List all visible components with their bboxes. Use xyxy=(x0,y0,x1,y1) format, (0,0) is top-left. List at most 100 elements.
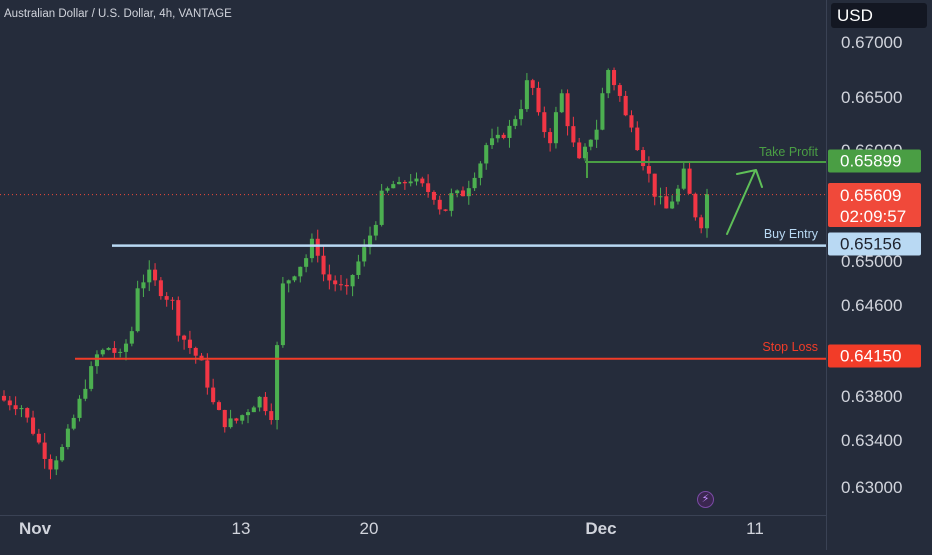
candle-body xyxy=(83,388,88,399)
buy-entry-price-label: 0.65156 xyxy=(828,232,921,256)
candle-body xyxy=(193,347,198,356)
candle-body xyxy=(362,247,367,262)
candle-body xyxy=(7,400,12,406)
candle-body xyxy=(524,80,529,110)
candle-body xyxy=(635,127,640,151)
candle-body xyxy=(112,348,117,353)
candle-body xyxy=(606,70,611,94)
candle-body xyxy=(48,458,53,470)
up-arrow-annotation[interactable] xyxy=(726,169,763,235)
candle-body xyxy=(513,119,518,126)
candle-body xyxy=(315,238,320,256)
candle-body xyxy=(687,168,692,194)
candle-body xyxy=(211,387,216,403)
candle-body xyxy=(222,409,227,428)
candle-body xyxy=(158,280,163,297)
candle-body xyxy=(437,199,442,210)
candle-body xyxy=(327,274,332,281)
candle-body xyxy=(356,261,361,275)
candle-body xyxy=(135,288,140,332)
candle-body xyxy=(13,405,18,410)
candle-body xyxy=(501,134,506,138)
date-tick-0: Nov xyxy=(18,519,52,538)
candle-body xyxy=(582,146,588,159)
candle-body xyxy=(431,191,436,200)
candles-group xyxy=(1,67,710,480)
candle-body xyxy=(397,181,402,185)
candle-body xyxy=(182,335,187,340)
candle-body xyxy=(646,166,651,174)
candle-body xyxy=(286,280,291,284)
candle-body xyxy=(484,145,489,164)
current-price-value: 0.65609 xyxy=(840,186,902,205)
candle-body xyxy=(658,196,663,198)
candle-body xyxy=(94,354,99,367)
candle-body xyxy=(460,190,466,197)
candle-body xyxy=(536,87,541,113)
candle-body xyxy=(367,235,373,248)
price-tick-6: 0.63400 xyxy=(841,431,903,450)
price-tick-1: 0.66500 xyxy=(841,88,903,107)
candle-body xyxy=(89,366,94,389)
candle-body xyxy=(420,178,425,184)
candle-body xyxy=(664,196,669,209)
stop-loss-price-label: 0.64150 xyxy=(828,344,921,368)
candle-body xyxy=(245,412,251,416)
candle-body xyxy=(402,181,407,184)
candle-body xyxy=(129,331,134,344)
candle-body xyxy=(495,134,500,139)
price-tick-4: 0.64600 xyxy=(841,296,903,315)
candle-body xyxy=(19,408,24,410)
take-profit-price-label: 0.65899 xyxy=(828,149,921,173)
candle-body xyxy=(426,183,431,192)
candle-body xyxy=(333,280,338,285)
candle-body xyxy=(565,93,570,127)
candle-body xyxy=(617,85,622,96)
candle-body xyxy=(373,224,378,236)
candle-body xyxy=(153,269,158,281)
candle-body xyxy=(472,177,477,189)
candle-body xyxy=(559,93,564,113)
candle-body xyxy=(542,112,547,133)
candle-body xyxy=(577,142,582,159)
stop-loss-label: Stop Loss xyxy=(762,340,818,354)
currency-button[interactable]: USD xyxy=(831,3,927,28)
candle-body xyxy=(553,112,558,144)
candle-body xyxy=(42,442,47,459)
candle-body xyxy=(489,138,495,146)
candle-body xyxy=(507,125,512,138)
candle-body xyxy=(280,283,285,346)
candle-body xyxy=(478,163,483,178)
candle-body xyxy=(612,70,617,86)
candle-body xyxy=(77,398,82,418)
candle-body xyxy=(321,255,326,275)
take-profit-label: Take Profit xyxy=(758,145,818,159)
price-axis-divider xyxy=(826,0,827,550)
buy-entry-label: Buy Entry xyxy=(763,227,818,241)
annotations-group xyxy=(726,169,763,235)
candle-body xyxy=(170,299,175,301)
date-tick-1: 13 xyxy=(231,519,251,538)
candle-body xyxy=(699,217,704,229)
candle-body xyxy=(118,351,123,353)
candle-body xyxy=(31,417,36,434)
candle-body xyxy=(269,411,274,420)
candle-body xyxy=(216,402,222,410)
candle-body xyxy=(164,296,169,300)
candle-body xyxy=(652,173,657,197)
price-tick-7: 0.63000 xyxy=(841,478,903,497)
candle-body xyxy=(548,132,553,144)
candle-body xyxy=(100,349,105,355)
lightning-bolt-icon[interactable]: ⚡ xyxy=(697,491,714,508)
candle-body xyxy=(54,460,59,470)
candle-body xyxy=(65,428,70,448)
candle-body xyxy=(1,395,7,401)
date-tick-2: 20 xyxy=(359,519,379,538)
candle-body xyxy=(519,109,524,120)
candle-body xyxy=(594,129,599,140)
candle-body xyxy=(344,284,349,287)
candle-body xyxy=(350,274,355,287)
candle-body xyxy=(623,95,628,116)
